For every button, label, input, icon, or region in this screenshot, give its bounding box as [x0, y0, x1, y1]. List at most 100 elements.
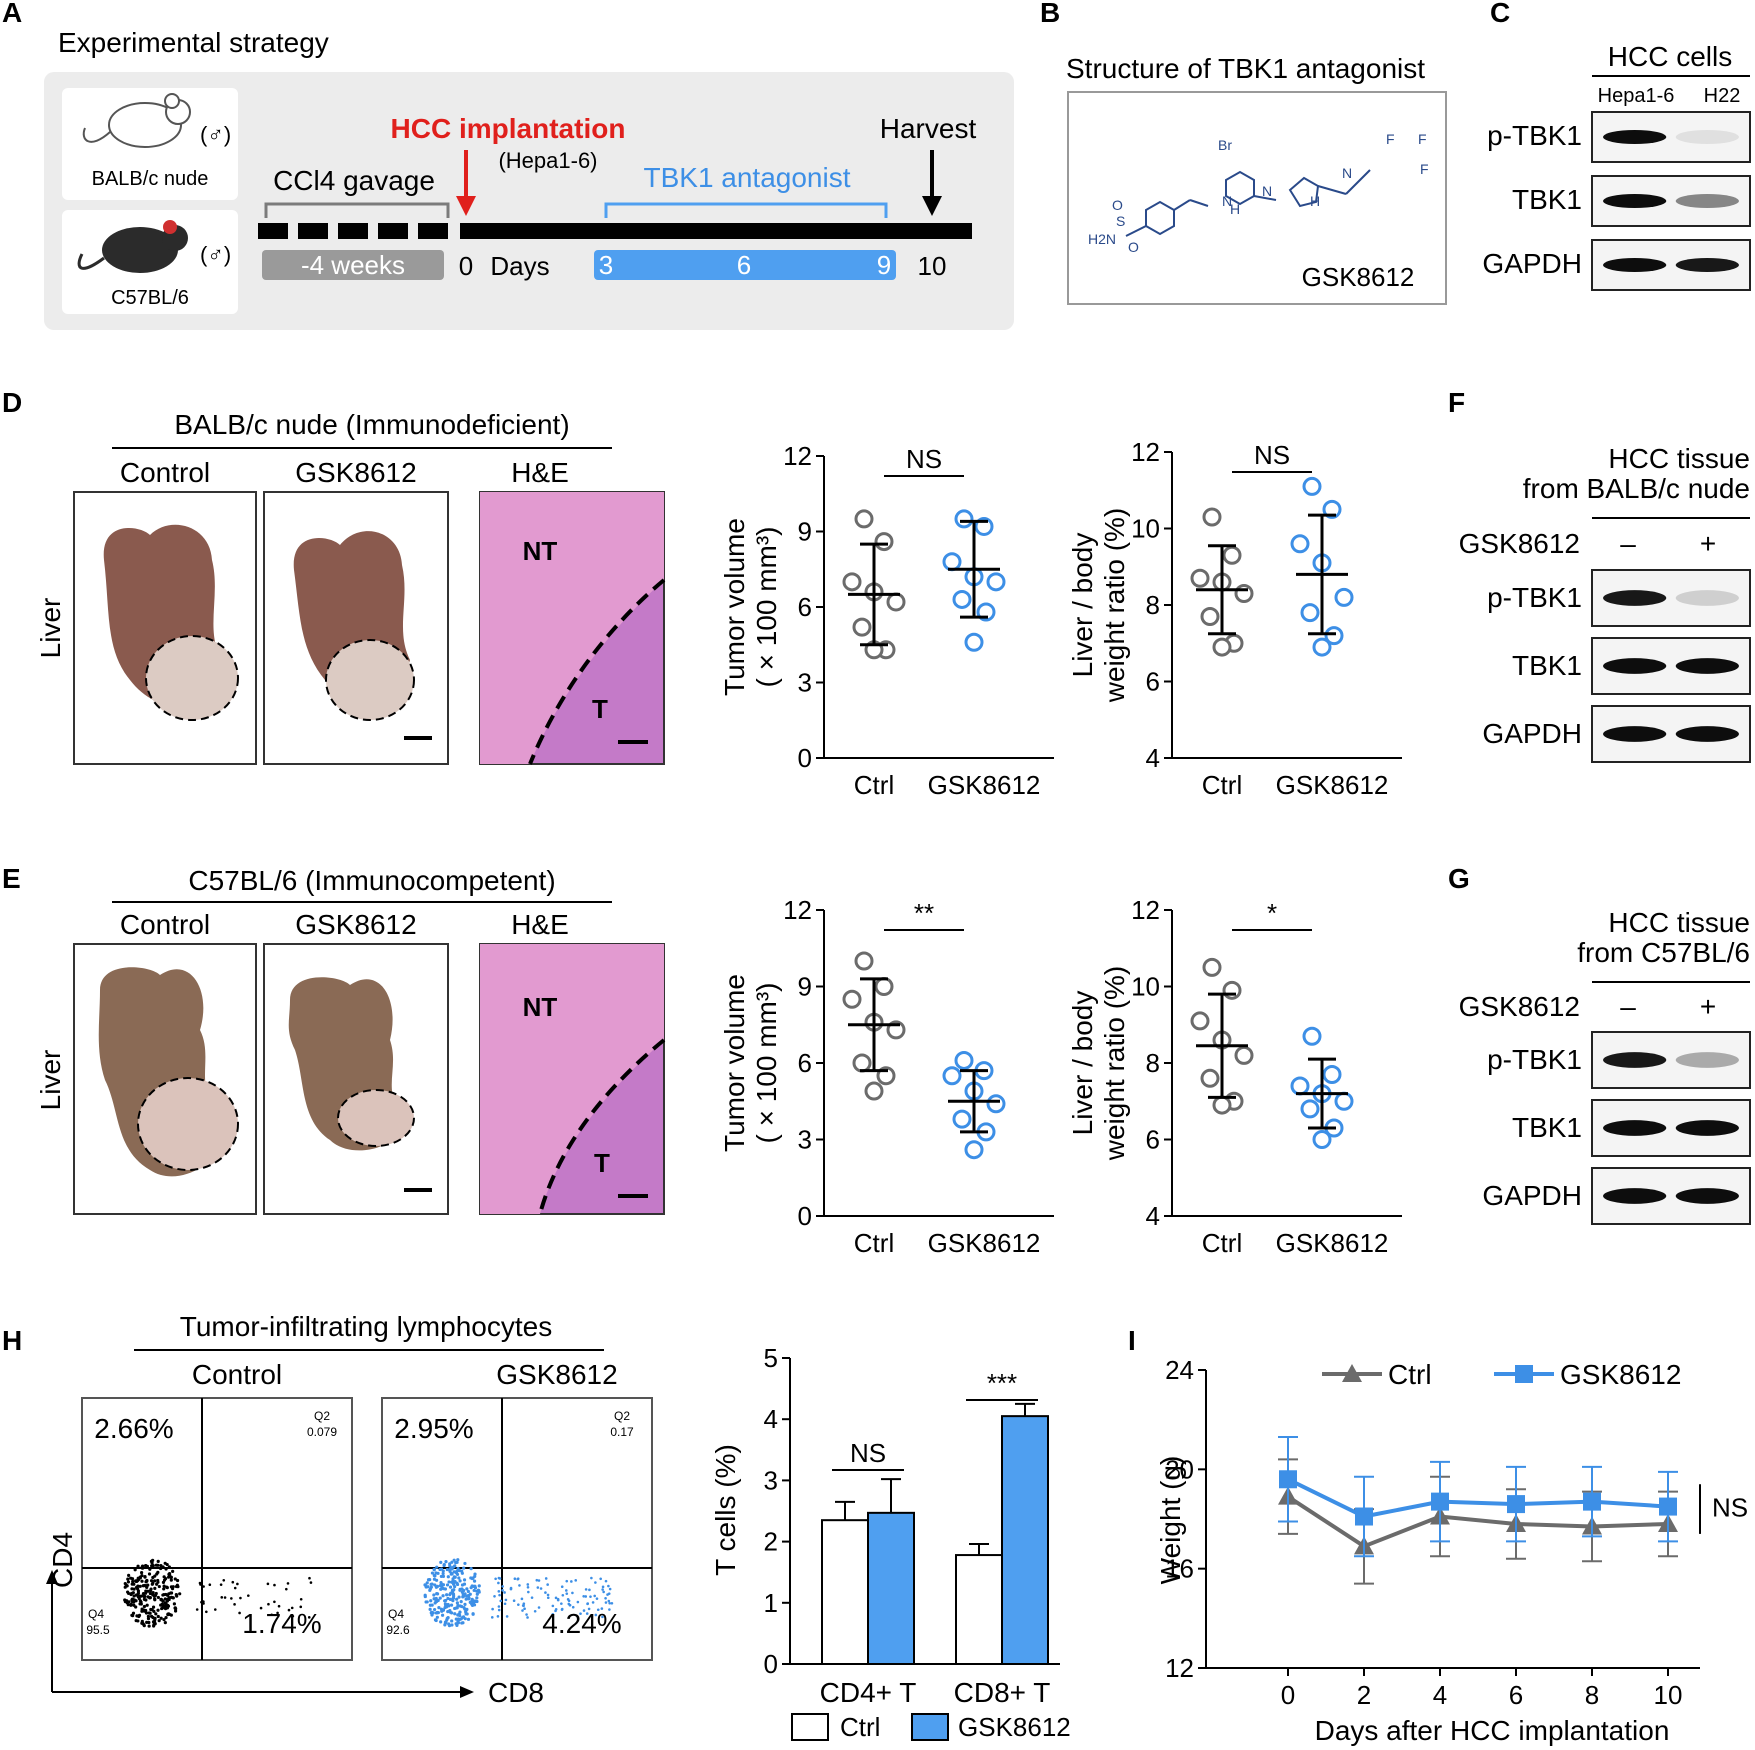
- event-dot: [551, 1612, 555, 1616]
- event-dot: [537, 1606, 541, 1609]
- panel-g-title2: from C57BL/6: [1577, 937, 1750, 968]
- data-marker: [1659, 1497, 1677, 1516]
- blot-band: [1603, 1188, 1667, 1204]
- data-point: [942, 552, 962, 572]
- event-dot: [273, 1583, 276, 1587]
- event-dot: [607, 1592, 611, 1595]
- blot-band: [1603, 258, 1667, 272]
- event-dot: [233, 1603, 236, 1606]
- event-dot: [546, 1583, 549, 1586]
- event-dot: [233, 1586, 237, 1590]
- event-dot: [472, 1579, 477, 1583]
- event-dot: [466, 1617, 471, 1621]
- event-dot: [439, 1560, 443, 1564]
- event-dot: [494, 1577, 497, 1581]
- event-dot: [443, 1620, 448, 1624]
- event-dot: [554, 1596, 558, 1600]
- event-dot: [153, 1579, 157, 1583]
- event-dot: [601, 1615, 604, 1619]
- bar: [1001, 1415, 1049, 1666]
- event-dot: [163, 1561, 167, 1565]
- event-dot: [238, 1611, 241, 1615]
- ccl4-label: CCl4 gavage: [273, 165, 435, 196]
- y-tick-label: 12: [1131, 895, 1160, 925]
- event-dot: [154, 1563, 158, 1567]
- event-dot: [584, 1588, 588, 1591]
- data-marker: [1507, 1495, 1525, 1514]
- panel-d: BALB/c nude (Immunodeficient) Control GS…: [35, 409, 1402, 800]
- event-dot: [156, 1559, 160, 1563]
- data-point: [942, 1066, 962, 1086]
- event-dot: [142, 1595, 146, 1599]
- event-dot: [499, 1599, 503, 1603]
- significance-label: **: [914, 898, 934, 928]
- event-dot: [544, 1591, 547, 1594]
- liver-photo-gsk: [263, 491, 449, 765]
- event-dot: [286, 1582, 290, 1585]
- atom-h1: H: [1230, 201, 1240, 217]
- event-dot: [587, 1607, 591, 1611]
- data-point: [1302, 1026, 1322, 1046]
- event-dot: [134, 1599, 138, 1603]
- data-point: [986, 1094, 1006, 1114]
- event-dot: [453, 1564, 457, 1568]
- event-dot: [166, 1612, 170, 1616]
- event-dot: [593, 1594, 596, 1598]
- event-dot: [574, 1579, 578, 1582]
- event-dot: [596, 1608, 600, 1612]
- data-point: [1334, 587, 1354, 607]
- data-point: [1312, 637, 1332, 657]
- event-dot: [198, 1581, 202, 1585]
- y-tick-label: 9: [798, 517, 812, 547]
- event-dot: [439, 1587, 443, 1591]
- event-dot: [446, 1596, 450, 1601]
- blot-band: [1603, 1052, 1667, 1068]
- y-axis-label-2: ( × 100 mm³): [751, 526, 782, 687]
- event-dot: [490, 1616, 494, 1619]
- blot-row-label: p-TBK1: [1487, 1044, 1582, 1075]
- event-dot: [165, 1585, 169, 1589]
- event-dot: [473, 1586, 478, 1590]
- event-dot: [169, 1578, 173, 1582]
- data-point: [1302, 476, 1322, 496]
- event-dot: [178, 1592, 182, 1596]
- event-dot: [546, 1593, 550, 1597]
- event-dot: [455, 1623, 459, 1628]
- event-dot: [277, 1604, 281, 1608]
- data-point: [1300, 603, 1320, 623]
- data-point: [886, 592, 906, 612]
- y-tick-label: 10: [1131, 972, 1160, 1002]
- event-dot: [159, 1564, 163, 1568]
- event-dot: [154, 1591, 158, 1596]
- data-point: [1322, 499, 1342, 519]
- event-dot: [439, 1620, 443, 1624]
- event-dot: [156, 1578, 160, 1583]
- blot-band: [1675, 194, 1739, 208]
- event-dot: [465, 1612, 469, 1616]
- event-dot: [455, 1572, 460, 1577]
- event-dot: [517, 1603, 520, 1606]
- he-t-label-e: T: [594, 1148, 610, 1178]
- event-dot: [444, 1560, 448, 1564]
- event-dot: [169, 1591, 173, 1595]
- atom-f1: F: [1386, 131, 1395, 147]
- event-dot: [450, 1560, 454, 1564]
- blot-band: [1675, 726, 1739, 742]
- event-dot: [144, 1608, 148, 1613]
- event-dot: [247, 1594, 250, 1597]
- event-dot: [149, 1559, 154, 1563]
- panel-g-blots: p-TBK1 TBK1 GAPDH: [1482, 1031, 1751, 1225]
- y-tick-label: 8: [1146, 590, 1160, 620]
- event-dot: [152, 1594, 156, 1598]
- compound-name: GSK8612: [1302, 262, 1415, 292]
- event-dot: [607, 1584, 610, 1588]
- event-dot: [457, 1617, 462, 1622]
- event-dot: [455, 1582, 460, 1587]
- y-tick-label: 12: [783, 895, 812, 925]
- atom-s: S: [1116, 213, 1125, 229]
- q2-label: Q2: [614, 1409, 630, 1423]
- event-dot: [142, 1583, 147, 1588]
- data-point: [1222, 545, 1242, 565]
- significance-label: NS: [1712, 1493, 1748, 1523]
